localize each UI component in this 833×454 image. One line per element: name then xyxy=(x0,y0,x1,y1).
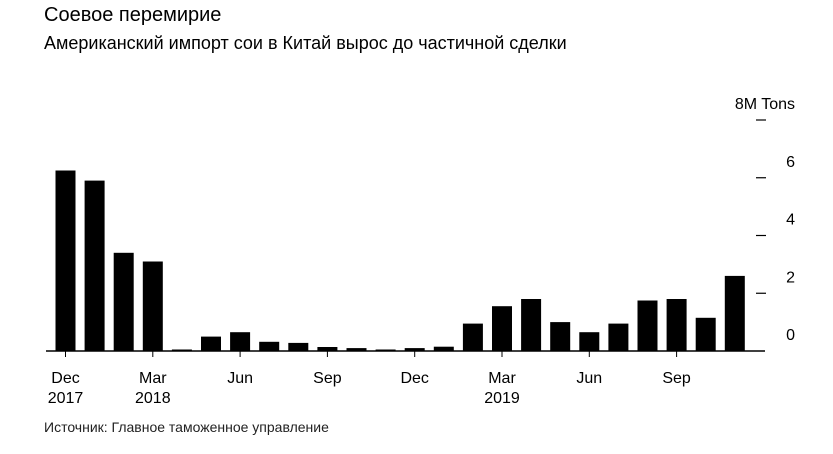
bar-2019-01 xyxy=(433,346,454,351)
bar-2018-01 xyxy=(84,180,105,351)
bar-2019-02 xyxy=(462,323,483,351)
y-tick-label: 4 xyxy=(786,212,795,229)
x-tick-label-month: Dec xyxy=(400,370,428,387)
x-axis-ticks: Dec 2017 Mar 2018 Jun Sep Dec Mar 2019 Jun Sep xyxy=(48,351,691,407)
bar-2019-09 xyxy=(666,299,687,351)
y-tick-label: 0 xyxy=(786,327,795,344)
chart-title: Соевое перемирие xyxy=(44,4,222,26)
y-axis: 8M Tons 6 4 2 0 xyxy=(735,96,795,344)
bar-2018-08 xyxy=(288,342,309,351)
bar-2018-06 xyxy=(230,332,251,351)
bar-2019-06 xyxy=(579,332,600,351)
x-tick-label-month: Mar xyxy=(139,370,167,387)
bar-2018-10 xyxy=(346,348,367,351)
x-tick-label-year: 2019 xyxy=(484,390,520,407)
y-tick-label: 6 xyxy=(786,154,795,171)
y-tick-label: 2 xyxy=(786,269,795,286)
x-tick-label-month: Mar xyxy=(488,370,516,387)
x-tick-label-year: 2018 xyxy=(135,390,171,407)
bar-2018-12 xyxy=(404,348,425,351)
bar-2019-11 xyxy=(724,275,745,351)
bar-2019-03 xyxy=(492,306,512,351)
bar-2019-08 xyxy=(637,300,658,351)
bars-group xyxy=(55,170,745,351)
bar-2018-09 xyxy=(317,347,338,351)
bar-2018-07 xyxy=(259,341,280,351)
x-tick-label-year: 2017 xyxy=(48,390,84,407)
x-tick-label-month: Sep xyxy=(662,370,691,387)
x-tick-label-month: Jun xyxy=(227,370,253,387)
bar-2019-04 xyxy=(521,299,542,351)
source-note: Источник: Главное таможенное управление xyxy=(44,419,329,435)
bar-2018-03 xyxy=(142,261,163,351)
chart-subtitle: Американский импорт сои в Китай вырос до… xyxy=(44,33,567,53)
bar-2019-07 xyxy=(608,323,629,351)
bar-2018-05 xyxy=(201,336,221,351)
y-tick-label: 8M Tons xyxy=(735,96,795,113)
bar-2019-05 xyxy=(550,322,571,351)
x-tick-label-month: Dec xyxy=(51,370,79,387)
bar-2018-02 xyxy=(113,252,134,351)
bar-2019-10 xyxy=(695,317,716,351)
bar-2017-12 xyxy=(55,170,76,351)
x-tick-label-month: Jun xyxy=(576,370,602,387)
x-tick-label-month: Sep xyxy=(313,370,342,387)
